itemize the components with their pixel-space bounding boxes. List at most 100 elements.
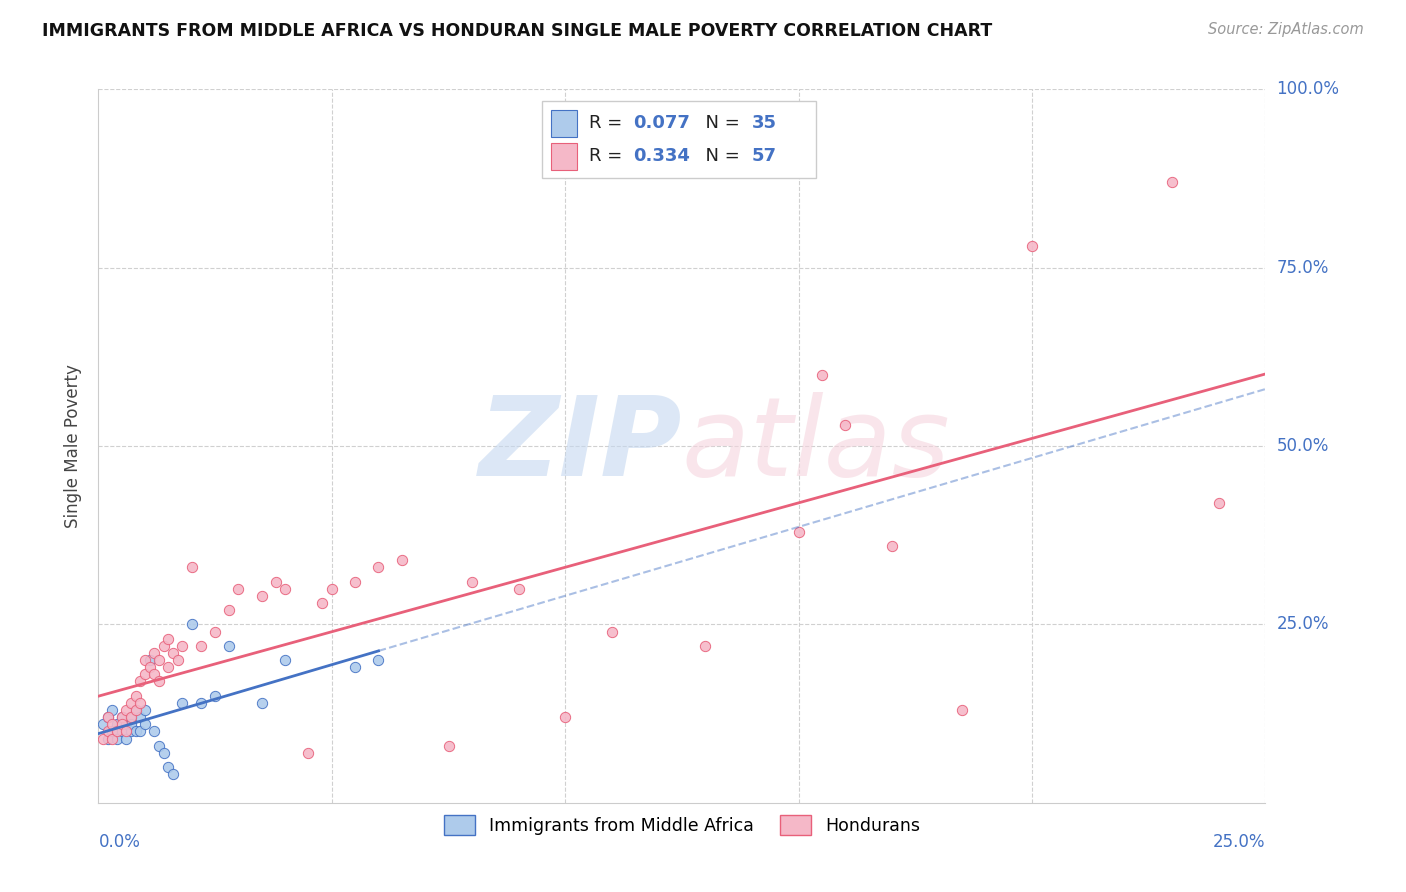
Legend: Immigrants from Middle Africa, Hondurans: Immigrants from Middle Africa, Hondurans	[434, 806, 929, 844]
Point	[115, 717, 138, 731]
Point	[172, 639, 194, 653]
Point	[125, 724, 148, 739]
Point	[115, 724, 138, 739]
Point	[148, 674, 170, 689]
Point	[250, 696, 273, 710]
Point	[1021, 239, 1043, 253]
Point	[250, 589, 273, 603]
Point	[101, 703, 124, 717]
Point	[204, 624, 226, 639]
Point	[134, 653, 156, 667]
Point	[105, 717, 128, 731]
Point	[391, 553, 413, 567]
Point	[152, 639, 174, 653]
Point	[97, 731, 120, 746]
Point	[162, 767, 184, 781]
Point	[811, 368, 834, 382]
Point	[297, 746, 319, 760]
Point	[111, 710, 134, 724]
Point	[148, 653, 170, 667]
Point	[101, 731, 124, 746]
Point	[101, 724, 124, 739]
Text: 0.0%: 0.0%	[98, 833, 141, 851]
Point	[148, 739, 170, 753]
Point	[157, 632, 180, 646]
Point	[264, 574, 287, 589]
Point	[91, 731, 114, 746]
Text: 50.0%: 50.0%	[1277, 437, 1329, 455]
Point	[274, 653, 297, 667]
Point	[180, 560, 202, 574]
Text: 0.334: 0.334	[633, 147, 690, 165]
Point	[97, 710, 120, 724]
Point	[97, 724, 120, 739]
Point	[166, 653, 188, 667]
Point	[180, 617, 202, 632]
Text: 35: 35	[752, 114, 778, 132]
Point	[105, 731, 128, 746]
Point	[367, 653, 389, 667]
Point	[120, 710, 142, 724]
Text: Source: ZipAtlas.com: Source: ZipAtlas.com	[1208, 22, 1364, 37]
Point	[111, 724, 134, 739]
Point	[344, 660, 367, 674]
Point	[120, 717, 142, 731]
Point	[111, 710, 134, 724]
FancyBboxPatch shape	[551, 143, 576, 169]
FancyBboxPatch shape	[541, 102, 815, 178]
Text: 25.0%: 25.0%	[1277, 615, 1329, 633]
Point	[134, 717, 156, 731]
Point	[91, 717, 114, 731]
Point	[787, 524, 810, 539]
Point	[139, 660, 162, 674]
Point	[97, 710, 120, 724]
Point	[129, 696, 152, 710]
Point	[190, 639, 212, 653]
Text: 57: 57	[752, 147, 778, 165]
Point	[143, 646, 166, 660]
Text: N =: N =	[693, 147, 745, 165]
Point	[321, 582, 343, 596]
Point	[204, 689, 226, 703]
Point	[125, 703, 148, 717]
Point	[125, 703, 148, 717]
Point	[120, 724, 142, 739]
Point	[218, 603, 240, 617]
Point	[143, 724, 166, 739]
Point	[157, 760, 180, 774]
Y-axis label: Single Male Poverty: Single Male Poverty	[65, 364, 83, 528]
Point	[101, 717, 124, 731]
Point	[115, 703, 138, 717]
Point	[143, 667, 166, 681]
Point	[461, 574, 484, 589]
Point	[834, 417, 856, 432]
Text: atlas: atlas	[682, 392, 950, 500]
Point	[695, 639, 717, 653]
Point	[134, 703, 156, 717]
Point	[120, 696, 142, 710]
Point	[508, 582, 530, 596]
Point	[344, 574, 367, 589]
Text: R =: R =	[589, 114, 627, 132]
Text: N =: N =	[693, 114, 745, 132]
Point	[950, 703, 973, 717]
Text: 25.0%: 25.0%	[1213, 833, 1265, 851]
Point	[129, 674, 152, 689]
Point	[115, 731, 138, 746]
Point	[139, 653, 162, 667]
FancyBboxPatch shape	[551, 110, 576, 137]
Point	[134, 667, 156, 681]
Text: ZIP: ZIP	[478, 392, 682, 500]
Point	[437, 739, 460, 753]
Point	[129, 710, 152, 724]
Point	[157, 660, 180, 674]
Point	[367, 560, 389, 574]
Point	[120, 710, 142, 724]
Text: 100.0%: 100.0%	[1277, 80, 1340, 98]
Point	[172, 696, 194, 710]
Text: IMMIGRANTS FROM MIDDLE AFRICA VS HONDURAN SINGLE MALE POVERTY CORRELATION CHART: IMMIGRANTS FROM MIDDLE AFRICA VS HONDURA…	[42, 22, 993, 40]
Point	[1208, 496, 1230, 510]
Point	[228, 582, 250, 596]
Point	[105, 724, 128, 739]
Point	[274, 582, 297, 596]
